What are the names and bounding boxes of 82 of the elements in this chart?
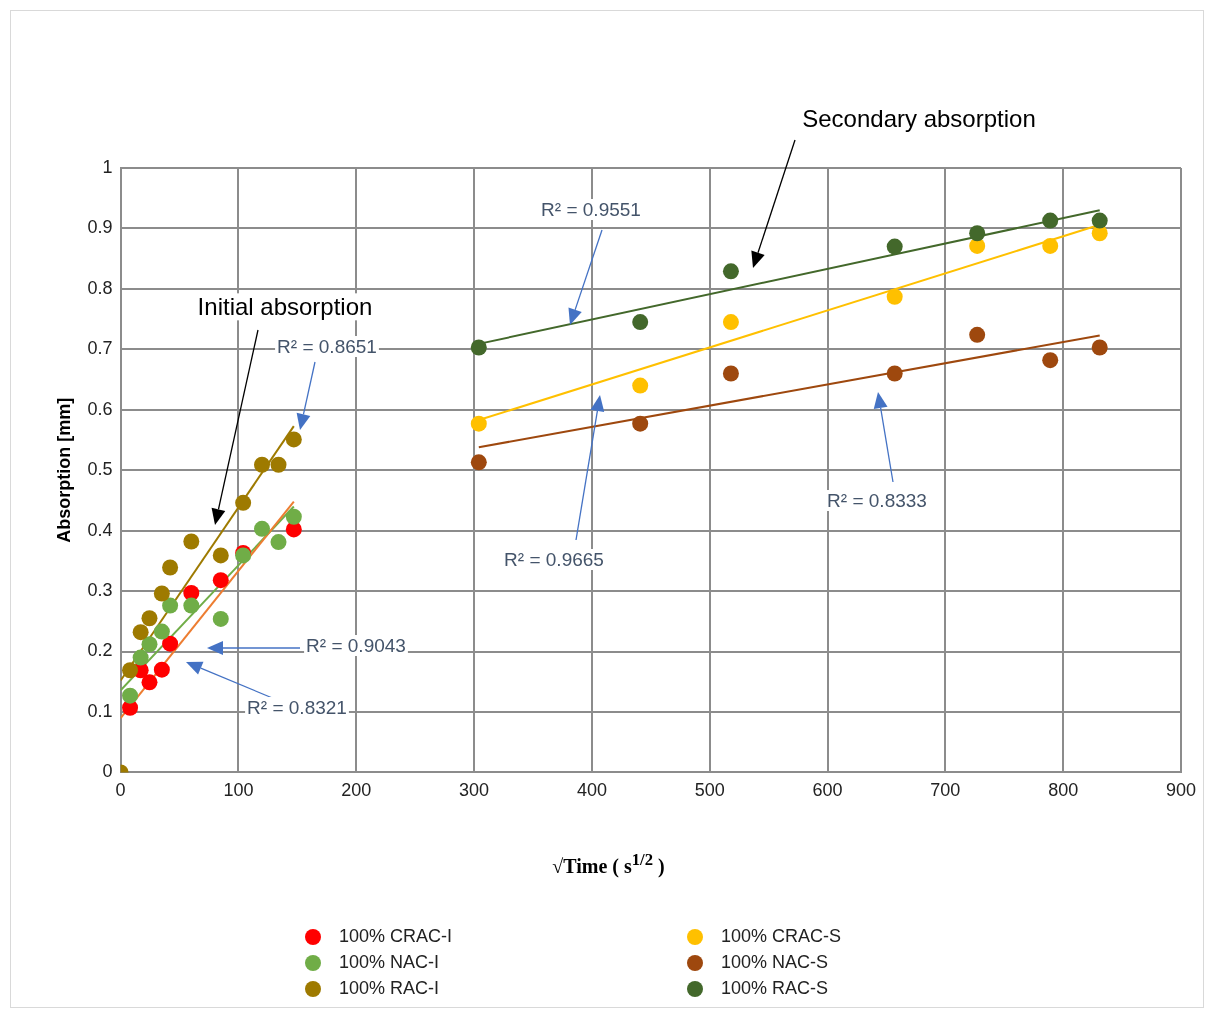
x-tick-label: 700: [930, 780, 961, 801]
point: [153, 623, 170, 640]
annotation: Initial absorption: [197, 293, 373, 321]
point: [183, 533, 200, 550]
legend-label: 100% RAC-I: [339, 978, 440, 999]
point: [1042, 352, 1059, 369]
point: [722, 263, 739, 280]
point: [132, 649, 149, 666]
y-tick-label: 0: [102, 761, 113, 782]
x-tick-label: 400: [576, 780, 607, 801]
x-axis-title: √Time ( s$^{1/2}$ ): [551, 850, 666, 878]
y-tick-label: 0.6: [87, 398, 113, 419]
point: [969, 237, 986, 254]
point: [122, 687, 139, 704]
legend-label: 100% CRAC-I: [339, 926, 453, 947]
point: [122, 662, 139, 679]
point: [153, 661, 170, 678]
point: [141, 636, 158, 653]
point: [969, 326, 986, 343]
point: [1042, 212, 1059, 229]
point: [1091, 339, 1108, 356]
point: [886, 365, 903, 382]
legend-label: 100% NAC-I: [339, 952, 440, 973]
point: [632, 415, 649, 432]
point: [270, 456, 287, 473]
annotation: R² = 0.8333: [827, 490, 927, 512]
point: [285, 508, 302, 525]
point: [886, 238, 903, 255]
x-tick-label: 800: [1048, 780, 1079, 801]
x-tick-label: 100: [223, 780, 254, 801]
point: [212, 610, 229, 627]
point: [632, 377, 649, 394]
y-tick-label: 0.9: [87, 217, 113, 238]
x-tick-label: 600: [812, 780, 843, 801]
annotation: R² = 0.9665: [504, 549, 604, 571]
point: [212, 572, 229, 589]
point: [1091, 212, 1108, 229]
point: [1042, 237, 1059, 254]
annotation: R² = 0.8651: [277, 336, 377, 358]
y-axis-title: Absorption [mm]: [53, 397, 74, 543]
annotation: R² = 0.9551: [541, 199, 641, 221]
y-tick-label: 0.5: [87, 459, 113, 480]
y-tick-label: 1: [102, 156, 113, 177]
point: [162, 559, 179, 576]
point: [254, 520, 271, 537]
point: [886, 288, 903, 305]
point: [183, 597, 200, 614]
point: [141, 674, 158, 691]
legend-label: 100% RAC-S: [721, 978, 829, 999]
x-tick-label: 300: [459, 780, 490, 801]
annotation: R² = 0.9043: [306, 635, 406, 657]
legend-label: 100% CRAC-S: [721, 926, 842, 947]
text: Secondary absorption: [802, 105, 1036, 133]
point: [722, 365, 739, 382]
point: [270, 534, 287, 551]
y-tick-label: 0.3: [87, 580, 113, 601]
x-tick-label: 500: [694, 780, 725, 801]
y-tick-label: 0.2: [87, 640, 113, 661]
y-tick-label: 0.7: [87, 338, 113, 359]
annotation: R² = 0.8321: [247, 697, 347, 719]
x-tick-label: 900: [1165, 780, 1197, 801]
point: [153, 585, 170, 602]
y-tick-label: 0.4: [87, 519, 113, 540]
point: [632, 314, 649, 331]
point: [141, 610, 158, 627]
point: [969, 225, 986, 242]
y-tick-label: 0.8: [87, 277, 113, 298]
point: [285, 431, 302, 448]
point: [162, 597, 179, 614]
point: [132, 624, 149, 641]
y-tick-label: 0.1: [87, 700, 113, 721]
point: [470, 339, 487, 356]
point: [470, 415, 487, 432]
x-tick-label: 0: [115, 780, 126, 801]
legend-label: 100% NAC-S: [721, 952, 829, 973]
point: [722, 314, 739, 331]
point: [162, 635, 179, 652]
point: [470, 454, 487, 471]
x-tick-label: 200: [341, 780, 372, 801]
point: [254, 456, 271, 473]
point: [212, 547, 229, 564]
point: [235, 494, 252, 511]
